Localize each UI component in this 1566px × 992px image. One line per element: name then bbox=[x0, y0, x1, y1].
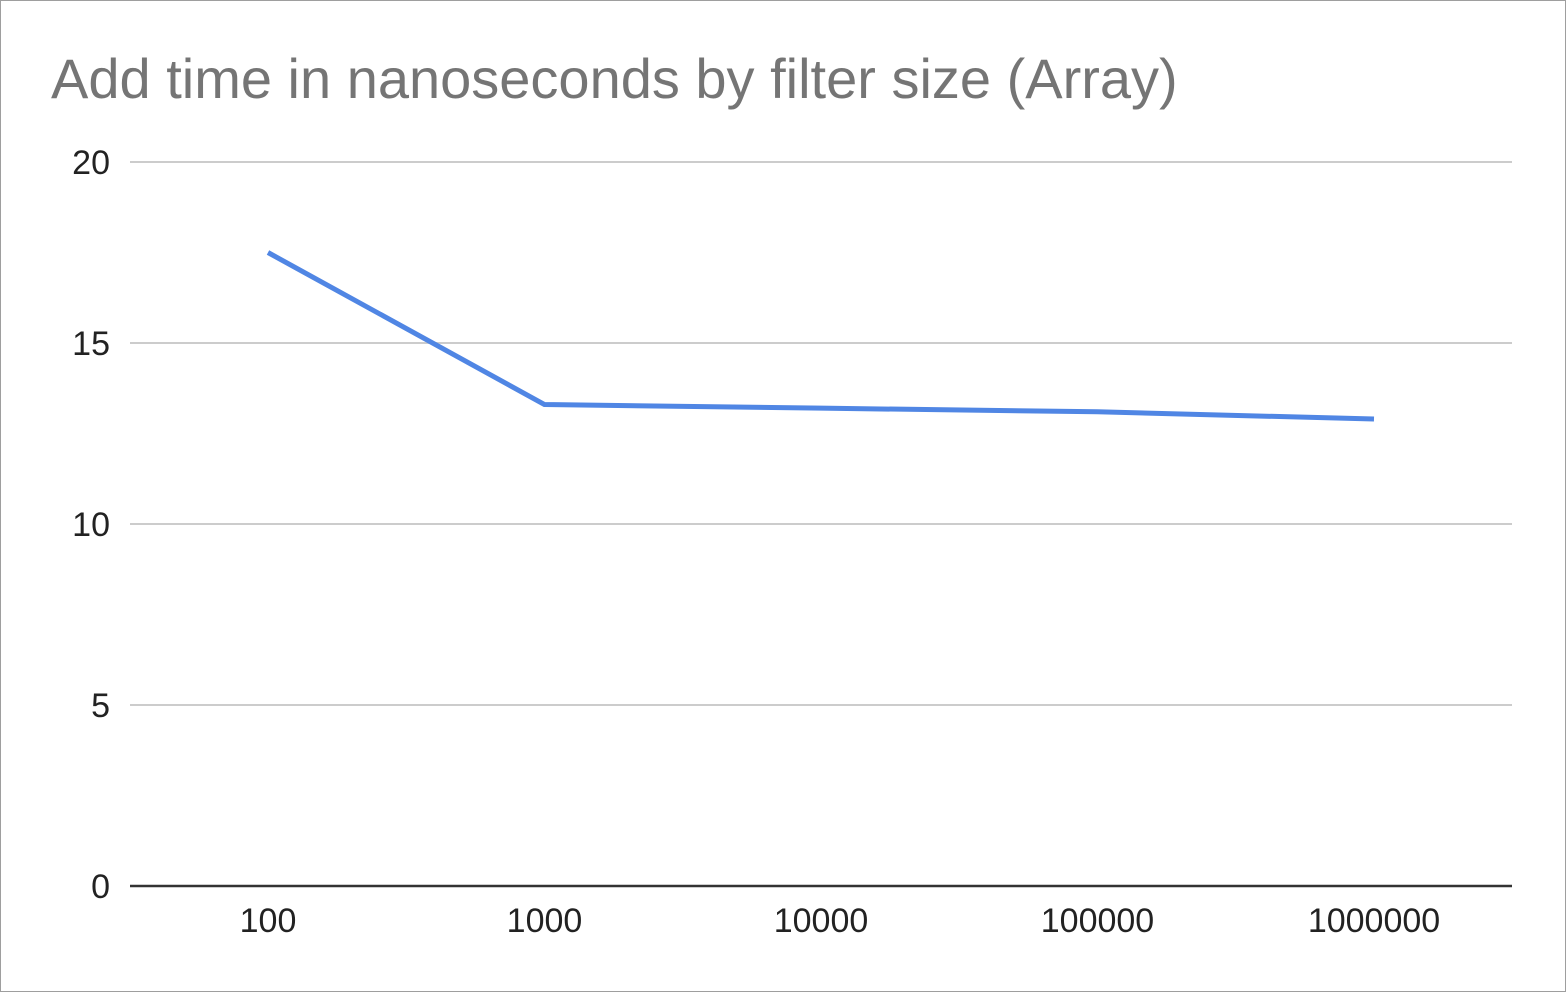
y-axis-ticks: 0 5 10 15 20 bbox=[72, 144, 110, 906]
gridlines bbox=[130, 161, 1512, 706]
x-tick-label: 100 bbox=[240, 902, 297, 940]
y-tick-label: 20 bbox=[72, 144, 110, 182]
y-tick-label: 0 bbox=[91, 868, 110, 906]
x-tick-label: 1000000 bbox=[1308, 902, 1440, 940]
x-tick-label: 10000 bbox=[774, 902, 869, 940]
y-tick-label: 5 bbox=[91, 687, 110, 725]
x-tick-label: 100000 bbox=[1041, 902, 1154, 940]
chart-title: Add time in nanoseconds by filter size (… bbox=[51, 47, 1178, 110]
y-tick-label: 15 bbox=[72, 325, 110, 363]
x-axis-ticks: 100 1000 10000 100000 1000000 bbox=[240, 902, 1441, 940]
x-tick-label: 1000 bbox=[507, 902, 583, 940]
series-layer bbox=[266, 250, 1375, 422]
series-line bbox=[266, 250, 1375, 422]
y-tick-label: 10 bbox=[72, 506, 110, 544]
